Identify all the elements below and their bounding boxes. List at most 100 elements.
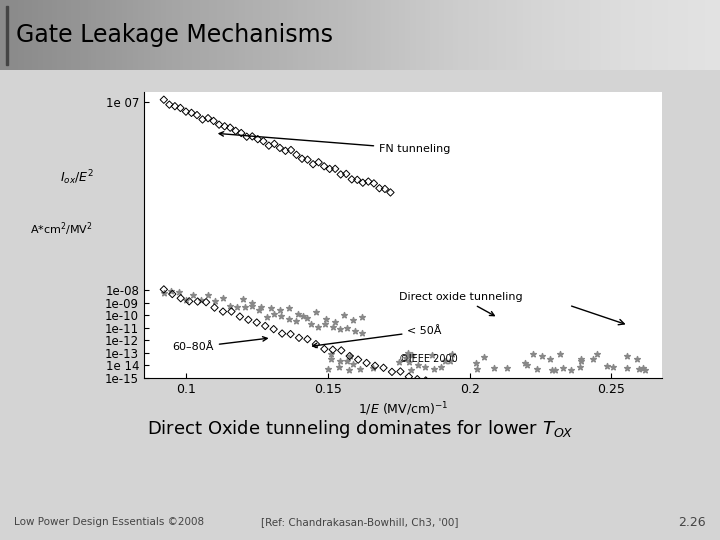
Text: Direct Oxide tunneling dominates for lower $T_{OX}$: Direct Oxide tunneling dominates for low… bbox=[147, 418, 573, 440]
Point bbox=[428, 379, 440, 388]
Point bbox=[536, 352, 548, 360]
Point bbox=[479, 353, 490, 362]
Point bbox=[356, 312, 368, 321]
Point bbox=[528, 349, 539, 358]
Point bbox=[169, 102, 181, 111]
Point bbox=[173, 288, 184, 296]
Point bbox=[395, 367, 406, 376]
Point bbox=[505, 409, 516, 417]
Text: 60–80Å: 60–80Å bbox=[172, 336, 267, 353]
Point bbox=[274, 305, 286, 314]
Point bbox=[386, 368, 397, 376]
Point bbox=[454, 389, 465, 397]
Point bbox=[354, 364, 366, 373]
Point bbox=[521, 361, 532, 370]
Point bbox=[283, 315, 294, 323]
Point bbox=[519, 359, 531, 368]
Point bbox=[202, 114, 214, 123]
Text: Direct oxide tunneling: Direct oxide tunneling bbox=[399, 292, 523, 316]
Point bbox=[602, 362, 613, 371]
Point bbox=[192, 111, 203, 119]
Point bbox=[357, 178, 369, 187]
Point bbox=[606, 443, 617, 452]
Point bbox=[310, 308, 322, 316]
Point bbox=[412, 375, 423, 383]
Point bbox=[312, 322, 324, 331]
Point bbox=[274, 144, 286, 152]
Point bbox=[406, 350, 418, 359]
Point bbox=[374, 184, 385, 193]
Point bbox=[341, 170, 352, 178]
Point bbox=[347, 360, 359, 368]
Point bbox=[285, 330, 297, 339]
Point bbox=[631, 354, 643, 363]
Point bbox=[555, 424, 567, 433]
Point bbox=[544, 355, 555, 363]
Point bbox=[402, 349, 413, 357]
Point bbox=[217, 307, 229, 316]
Text: $I_{ox}/E^{2}$: $I_{ox}/E^{2}$ bbox=[60, 168, 94, 187]
Point bbox=[320, 320, 331, 328]
Point bbox=[239, 303, 251, 312]
Point bbox=[530, 417, 541, 426]
Point bbox=[263, 141, 274, 150]
Text: Low Power Design Essentials ©2008: Low Power Design Essentials ©2008 bbox=[14, 517, 204, 528]
Point bbox=[338, 310, 350, 319]
Point bbox=[591, 349, 603, 358]
Point bbox=[496, 404, 508, 413]
Point bbox=[369, 361, 381, 370]
Point bbox=[195, 296, 207, 305]
Point bbox=[446, 349, 457, 358]
Point bbox=[310, 340, 322, 348]
Point bbox=[574, 362, 585, 371]
Text: FN tunneling: FN tunneling bbox=[219, 132, 451, 154]
Point bbox=[210, 296, 221, 305]
Point bbox=[318, 162, 330, 171]
Point bbox=[363, 177, 374, 186]
Point bbox=[402, 351, 414, 360]
Point bbox=[261, 313, 272, 321]
Point bbox=[290, 317, 302, 326]
Point bbox=[241, 132, 253, 141]
Bar bbox=[6, 5, 8, 65]
Point bbox=[621, 352, 633, 360]
Point bbox=[302, 335, 313, 343]
Point bbox=[296, 154, 307, 163]
Point bbox=[293, 334, 305, 342]
Text: Gate Leakage Mechanisms: Gate Leakage Mechanisms bbox=[16, 23, 333, 47]
Point bbox=[566, 366, 577, 375]
Point bbox=[324, 165, 336, 173]
Point bbox=[333, 363, 344, 372]
Point bbox=[256, 303, 267, 312]
Point bbox=[607, 363, 618, 372]
Point bbox=[426, 351, 438, 360]
Point bbox=[258, 137, 269, 145]
Point bbox=[413, 361, 424, 369]
Point bbox=[297, 311, 309, 320]
Point bbox=[488, 363, 500, 372]
Point bbox=[175, 104, 186, 112]
Point bbox=[598, 441, 609, 450]
Point bbox=[246, 299, 258, 307]
Text: A*cm$^{2}$/MV$^{2}$: A*cm$^{2}$/MV$^{2}$ bbox=[30, 220, 92, 238]
X-axis label: 1/$E$ (MV/cm)$^{-1}$: 1/$E$ (MV/cm)$^{-1}$ bbox=[358, 400, 449, 417]
Point bbox=[344, 352, 356, 360]
Point bbox=[265, 303, 276, 312]
Point bbox=[180, 107, 192, 116]
Point bbox=[403, 373, 415, 381]
Point bbox=[405, 366, 416, 374]
Point bbox=[269, 139, 280, 148]
Point bbox=[639, 456, 651, 464]
Point bbox=[279, 146, 291, 155]
Point bbox=[575, 355, 587, 364]
Point bbox=[158, 285, 170, 294]
Text: 2.26: 2.26 bbox=[678, 516, 706, 529]
Point bbox=[225, 307, 237, 316]
Point bbox=[238, 295, 249, 303]
Point bbox=[356, 329, 368, 338]
Point bbox=[312, 158, 324, 166]
Point bbox=[234, 312, 246, 321]
Point bbox=[166, 286, 177, 295]
Point bbox=[342, 324, 354, 333]
Point bbox=[184, 297, 195, 306]
